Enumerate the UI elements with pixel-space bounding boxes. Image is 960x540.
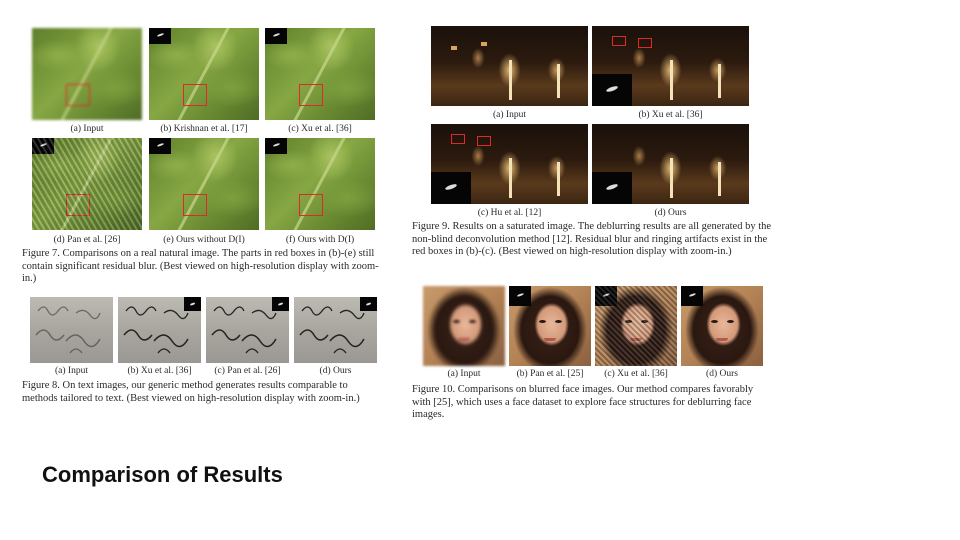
lamp-post xyxy=(670,158,673,198)
red-box xyxy=(66,194,90,216)
eye xyxy=(625,320,632,323)
fig9-image-a xyxy=(431,26,588,106)
eye xyxy=(727,320,734,323)
blur-kernel-icon xyxy=(272,297,289,311)
fig10-image-a xyxy=(423,286,505,366)
lamp-post xyxy=(509,158,512,198)
fig7-subcaption-f: (f) Ours with D(I) xyxy=(285,235,355,245)
fig10-image-d xyxy=(681,286,763,366)
fig9-image-c xyxy=(431,124,588,204)
fig7-caption: Figure 7. Comparisons on a real natural … xyxy=(22,248,379,284)
blur-kernel-icon xyxy=(149,138,171,154)
fig10-subcaption-a: (a) Input xyxy=(447,369,481,379)
fig9-image-d xyxy=(592,124,749,204)
fig7-subcaption-d: (d) Pan et al. [26] xyxy=(53,235,121,245)
red-box xyxy=(66,84,90,106)
handwriting-drawing xyxy=(299,306,365,354)
red-box xyxy=(638,38,652,48)
blur-kernel-icon xyxy=(265,28,287,44)
fig9-subcaption-d: (d) Ours xyxy=(654,208,687,218)
fig7-subcaption-a: (a) Input xyxy=(70,124,104,134)
fig7-image-f xyxy=(265,138,375,230)
lamp-post xyxy=(509,60,512,100)
blur-kernel-icon xyxy=(592,172,632,204)
blur-kernel-icon xyxy=(184,297,201,311)
slide-title: Comparison of Results xyxy=(42,462,283,487)
blur-kernel-icon xyxy=(265,138,287,154)
fig8-image-c xyxy=(206,297,289,363)
handwriting-drawing xyxy=(211,306,277,354)
red-box xyxy=(612,36,626,46)
fig8-subcaption-d: (d) Ours xyxy=(319,366,352,376)
fig7-subcaption-b: (b) Krishnan et al. [17] xyxy=(160,124,248,134)
blur-kernel-icon xyxy=(509,286,531,306)
handwriting-drawing xyxy=(35,306,101,354)
blur-kernel-icon xyxy=(681,286,703,306)
lamp-post xyxy=(718,162,721,196)
red-box xyxy=(299,194,323,216)
fig7-image-e xyxy=(149,138,259,230)
red-box xyxy=(183,194,207,216)
lamp-post xyxy=(557,64,560,98)
blur-kernel-icon xyxy=(592,74,632,106)
fig7-image-d xyxy=(32,138,142,230)
window-light xyxy=(451,46,457,50)
red-box xyxy=(299,84,323,106)
red-box xyxy=(477,136,491,146)
handwriting-drawing xyxy=(123,306,189,354)
eye xyxy=(711,320,718,323)
red-box xyxy=(451,134,465,144)
fig7-subcaption-e: (e) Ours without D(I) xyxy=(163,235,245,245)
fig10-image-c xyxy=(595,286,677,366)
eye xyxy=(453,320,460,323)
fig9-image-b xyxy=(592,26,749,106)
fig8-caption: Figure 8. On text images, our generic me… xyxy=(22,380,360,404)
fig10-image-b xyxy=(509,286,591,366)
fig10-subcaption-c: (c) Xu et al. [36] xyxy=(604,369,668,379)
fig7-subcaption-c: (c) Xu et al. [36] xyxy=(288,124,352,134)
eye xyxy=(469,320,476,323)
window-light xyxy=(481,42,487,46)
fig8-subcaption-b: (b) Xu et al. [36] xyxy=(127,366,192,376)
mouth xyxy=(544,338,556,341)
blur-kernel-icon xyxy=(32,138,54,154)
blur-kernel-icon xyxy=(149,28,171,44)
mouth xyxy=(630,338,642,341)
fig9-subcaption-c: (c) Hu et al. [12] xyxy=(477,208,542,218)
blur-kernel-icon xyxy=(431,172,471,204)
fig7-image-b xyxy=(149,28,259,120)
red-box xyxy=(183,84,207,106)
lamp-post xyxy=(670,60,673,100)
fig10-subcaption-d: (d) Ours xyxy=(706,369,738,379)
blur-kernel-icon xyxy=(360,297,377,311)
fig7-image-c xyxy=(265,28,375,120)
fig8-image-b xyxy=(118,297,201,363)
fig9-caption: Figure 9. Results on a saturated image. … xyxy=(412,221,772,257)
fig10-subcaption-b: (b) Pan et al. [25] xyxy=(516,369,584,379)
lamp-post xyxy=(557,162,560,196)
lamp-post xyxy=(718,64,721,98)
eye xyxy=(555,320,562,323)
fig9-subcaption-a: (a) Input xyxy=(493,110,526,120)
fig9-subcaption-b: (b) Xu et al. [36] xyxy=(638,110,703,120)
fig8-image-d xyxy=(294,297,377,363)
fig8-subcaption-c: (c) Pan et al. [26] xyxy=(214,366,281,376)
eye xyxy=(641,320,648,323)
mouth xyxy=(716,338,728,341)
fig8-subcaption-a: (a) Input xyxy=(55,366,88,376)
fig8-image-a xyxy=(30,297,113,363)
mouth xyxy=(458,338,470,341)
eye xyxy=(539,320,546,323)
fig7-image-a xyxy=(32,28,142,120)
blur-kernel-icon xyxy=(595,286,617,306)
fig10-caption: Figure 10. Comparisons on blurred face i… xyxy=(412,384,754,420)
